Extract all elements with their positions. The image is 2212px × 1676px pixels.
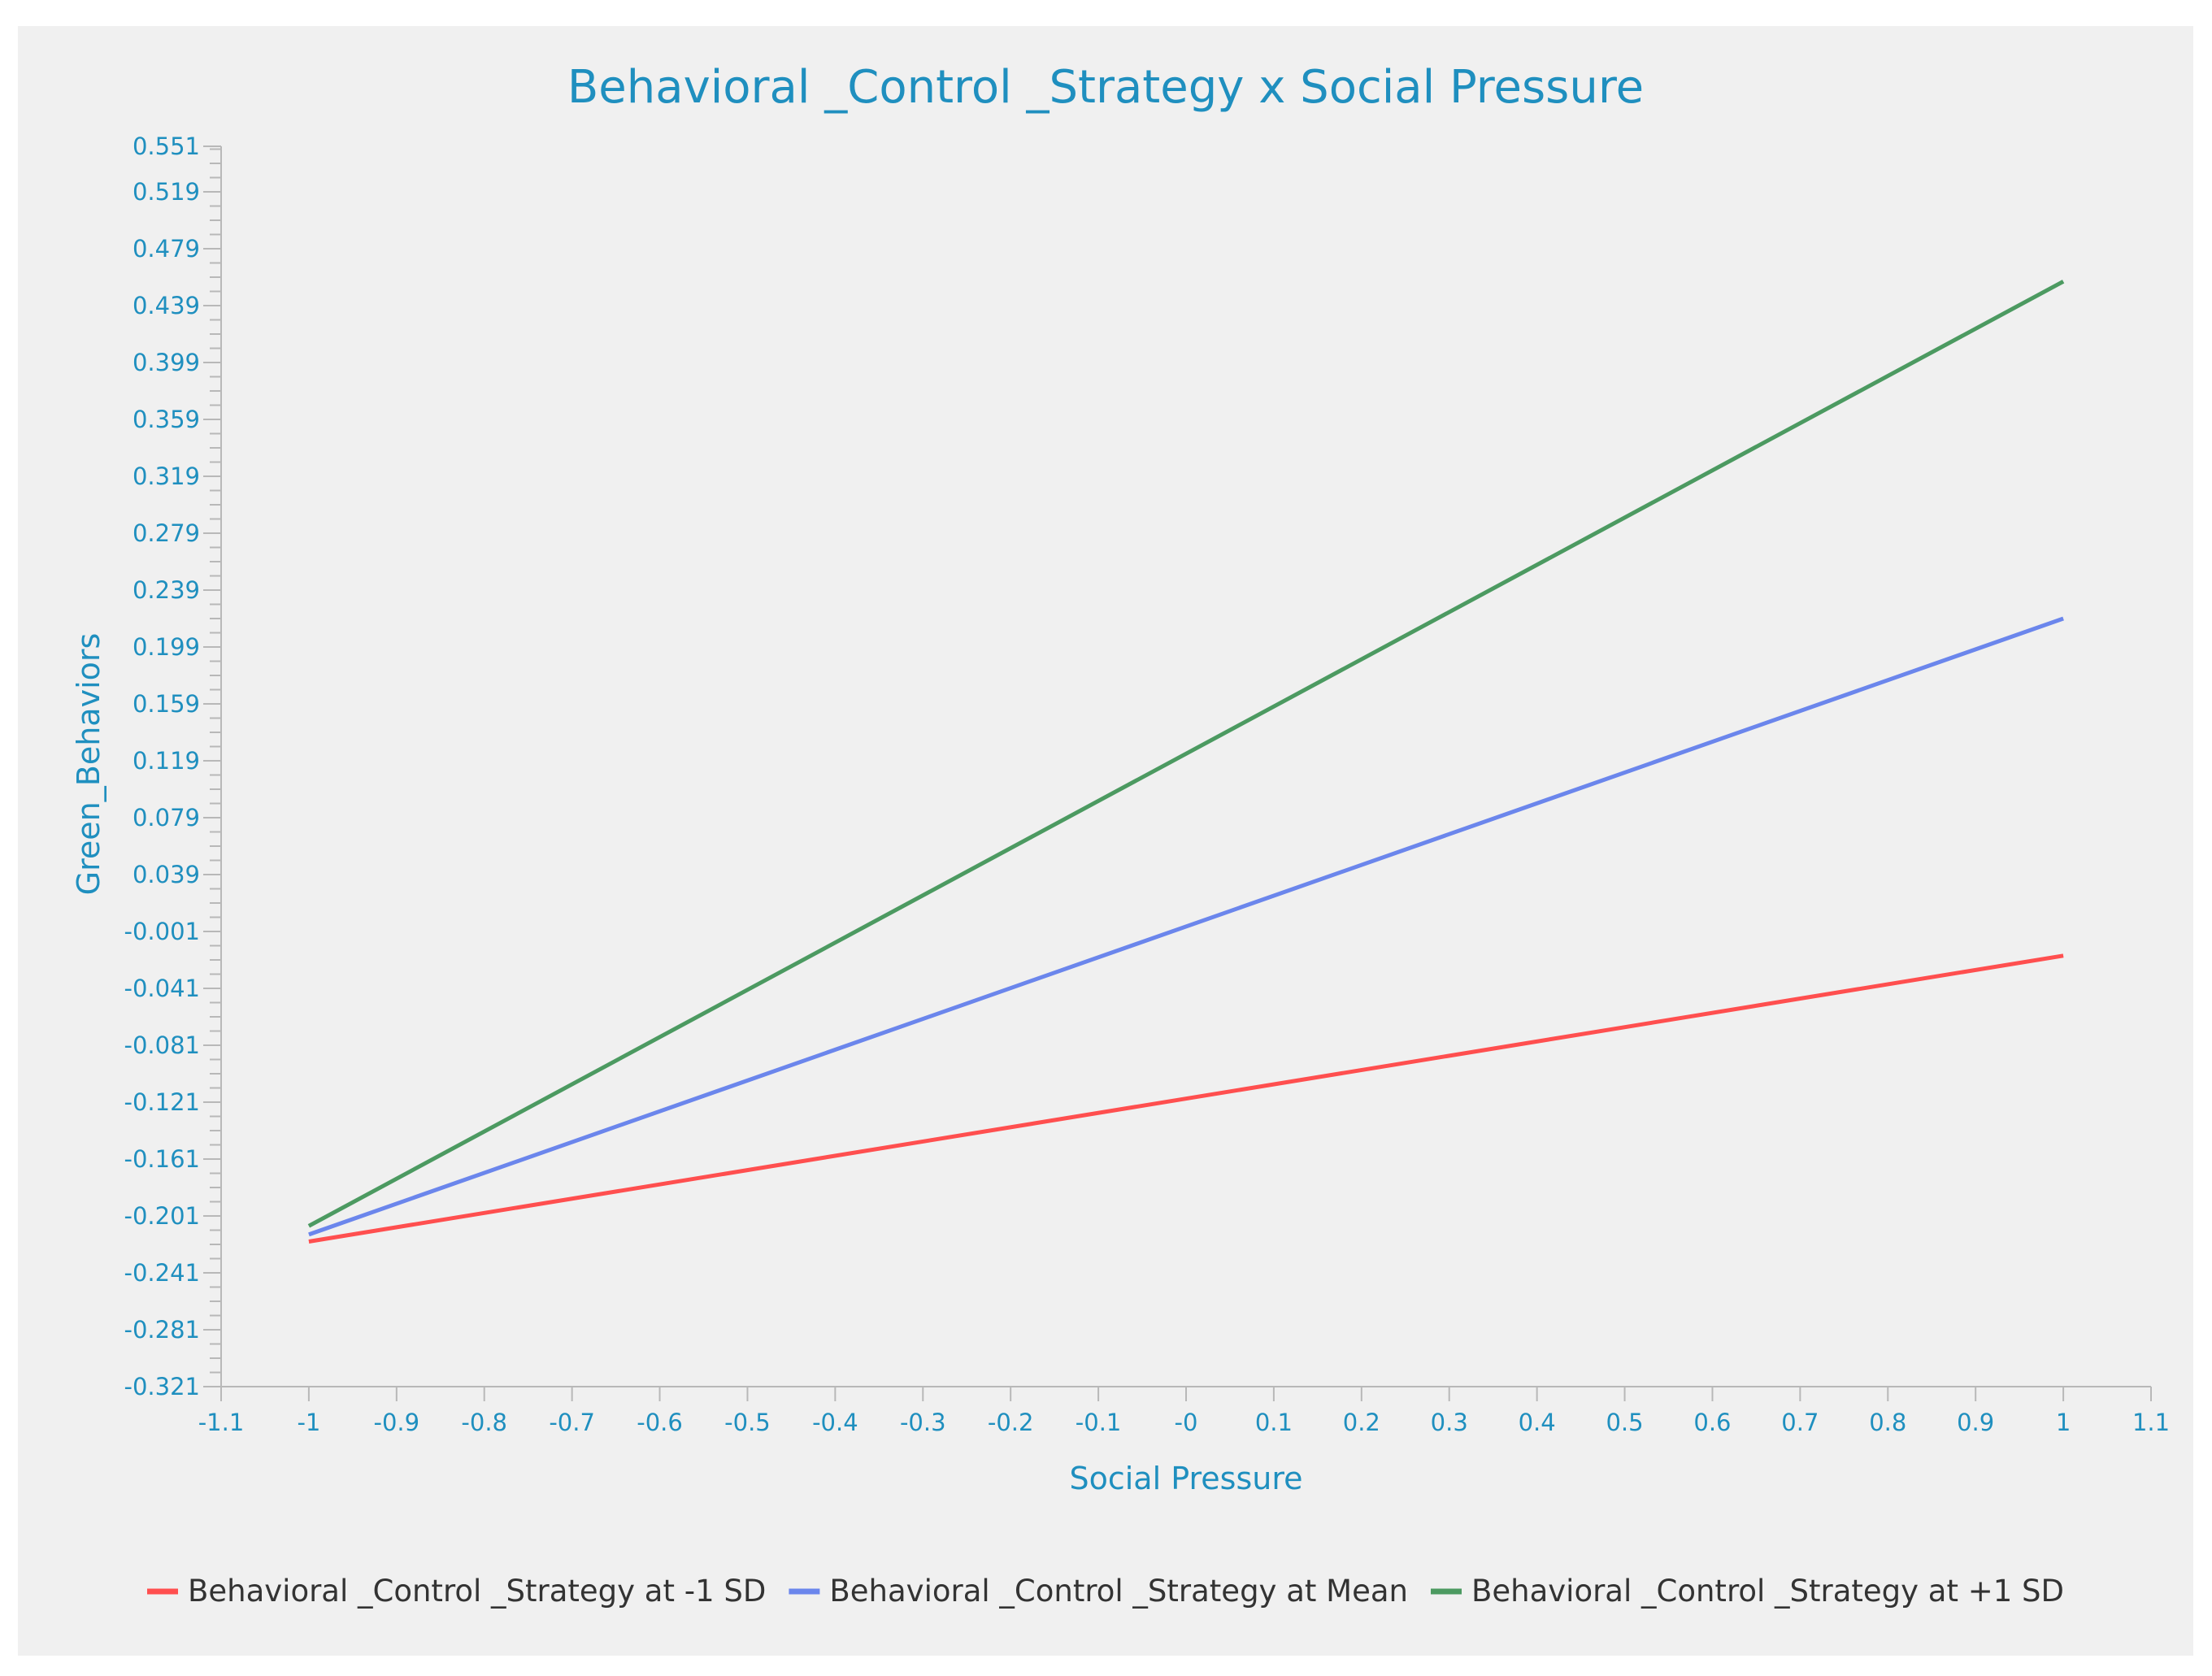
y-tick-label: 0.479	[133, 235, 200, 263]
x-tick-label: 0.1	[1255, 1409, 1293, 1436]
x-tick-label: -0.2	[988, 1409, 1034, 1436]
y-tick-label: -0.241	[124, 1259, 201, 1287]
x-tick-label: -0.7	[549, 1409, 595, 1436]
y-tick-label: 0.079	[133, 804, 200, 831]
series-line-2	[308, 616, 2064, 1237]
y-tick-label: -0.321	[124, 1373, 201, 1400]
y-tick-label: 0.159	[133, 690, 200, 718]
y-tick-label: 0.279	[133, 519, 200, 547]
x-tick-label: -0.8	[461, 1409, 507, 1436]
x-axis: -1.1 -1 -0.9 -0.8 -0.7 -0.6 -0.5 -0.4 -0.3 -0.2 -0…	[198, 1386, 2170, 1436]
legend-label: Behavioral _Control _Strategy at Mean	[829, 1574, 1408, 1609]
legend-label: Behavioral _Control _Strategy at -1 SD	[188, 1574, 766, 1609]
x-tick-label: -1	[297, 1409, 320, 1436]
legend: Behavioral _Control _Strategy at -1 SD Be…	[147, 1574, 2064, 1609]
x-tick-label: -0.5	[724, 1409, 771, 1436]
y-tick-label: 0.039	[133, 861, 200, 888]
y-tick-label: -0.121	[124, 1088, 201, 1116]
x-tick-label: 0.4	[1519, 1409, 1556, 1436]
y-tick-label: 0.119	[133, 747, 200, 775]
x-tick-label: -0.3	[900, 1409, 946, 1436]
x-tick-label: -0.1	[1076, 1409, 1122, 1436]
x-tick-label: 1	[2056, 1409, 2071, 1436]
y-tick-label: -0.081	[124, 1031, 201, 1059]
x-tick-label: 0.7	[1781, 1409, 1819, 1436]
y-tick-label: 0.519	[133, 178, 200, 206]
legend-item-3: Behavioral _Control _Strategy at +1 SD	[1431, 1574, 2064, 1609]
y-tick-label: -0.201	[124, 1202, 201, 1230]
series-line-3	[307, 280, 2065, 1228]
series-lines	[307, 280, 2065, 1244]
y-axis-title: Green_Behaviors	[71, 633, 106, 896]
x-tick-label: -0.4	[812, 1409, 858, 1436]
x-tick-label: 1.1	[2132, 1409, 2170, 1436]
x-tick-label: -1.1	[198, 1409, 245, 1436]
y-tick-label: -0.161	[124, 1145, 201, 1173]
legend-item-2: Behavioral _Control _Strategy at Mean	[789, 1574, 1408, 1609]
x-axis-title: Social Pressure	[1069, 1461, 1302, 1496]
x-tick-label: 0.5	[1606, 1409, 1643, 1436]
x-tick-label: -0	[1175, 1409, 1198, 1436]
x-tick-label: 0.9	[1957, 1409, 1994, 1436]
y-tick-label: 0.439	[133, 292, 200, 319]
x-tick-label: 0.6	[1693, 1409, 1731, 1436]
y-tick-label: -0.001	[124, 918, 201, 945]
y-tick-label: -0.281	[124, 1316, 201, 1344]
y-tick-label: 0.551	[133, 132, 200, 160]
legend-item-1: Behavioral _Control _Strategy at -1 SD	[147, 1574, 766, 1609]
y-tick-label: 0.399	[133, 349, 200, 376]
chart-panel	[18, 26, 2193, 1656]
y-tick-label: 0.239	[133, 576, 200, 604]
y-tick-label: -0.041	[124, 975, 201, 1002]
y-tick-label: 0.199	[133, 633, 200, 661]
y-axis: 0.551 0.519 0.479 0.439 0.399 0.359 0.319 0.279…	[124, 132, 222, 1400]
x-tick-label: 0.3	[1431, 1409, 1468, 1436]
x-tick-label: -0.6	[637, 1409, 683, 1436]
x-tick-label: 0.8	[1869, 1409, 1906, 1436]
x-tick-label: 0.2	[1343, 1409, 1380, 1436]
x-tick-label: -0.9	[374, 1409, 420, 1436]
chart-title: Behavioral _Control _Strategy x Social P…	[567, 61, 1644, 114]
legend-label: Behavioral _Control _Strategy at +1 SD	[1471, 1574, 2064, 1609]
y-tick-label: 0.359	[133, 406, 200, 433]
series-line-1	[308, 953, 2064, 1244]
y-tick-label: 0.319	[133, 462, 200, 490]
